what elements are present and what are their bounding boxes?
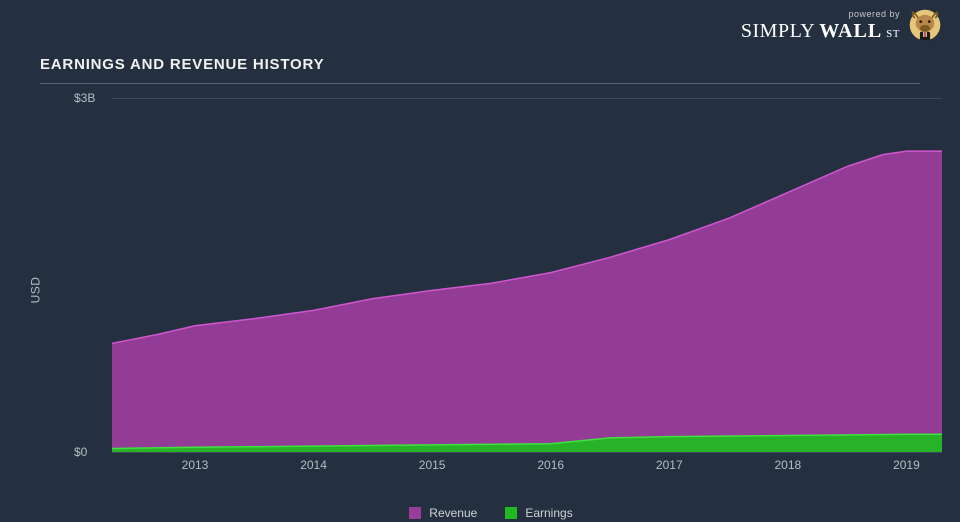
y-axis-label: USD <box>28 277 42 304</box>
chart-header: EARNINGS AND REVENUE HISTORY <box>40 56 920 84</box>
y-tick-label: $3B <box>74 91 134 105</box>
revenue-area <box>112 151 942 452</box>
earnings-revenue-chart: USD $0$3B2013201420152016201720182019 Re… <box>40 88 942 492</box>
title-divider <box>40 83 920 84</box>
x-tick-label: 2019 <box>893 458 920 472</box>
brand-simply: SIMPLY <box>741 20 815 42</box>
legend-item: Earnings <box>505 506 572 520</box>
x-tick-label: 2015 <box>419 458 446 472</box>
legend: Revenue Earnings <box>40 506 942 520</box>
chart-title: EARNINGS AND REVENUE HISTORY <box>40 56 920 73</box>
powered-by-text: powered by <box>848 10 900 19</box>
gridline <box>112 98 942 99</box>
legend-item: Revenue <box>409 506 477 520</box>
x-tick-label: 2018 <box>774 458 801 472</box>
gridline <box>112 452 942 453</box>
y-tick-label: $0 <box>74 445 134 459</box>
brand-wall: WALL <box>819 20 882 42</box>
x-tick-label: 2016 <box>537 458 564 472</box>
bull-icon <box>908 8 942 42</box>
brand-st: ST <box>886 28 900 40</box>
brand-text: powered by SIMPLY WALL ST <box>741 10 900 41</box>
brand-wordmark: SIMPLY WALL ST <box>741 21 900 41</box>
legend-label: Revenue <box>429 506 477 520</box>
brand-logo: powered by SIMPLY WALL ST <box>741 8 942 42</box>
x-tick-label: 2017 <box>656 458 683 472</box>
area-svg <box>112 98 942 452</box>
x-tick-label: 2013 <box>182 458 209 472</box>
plot-area: $0$3B2013201420152016201720182019 <box>112 98 942 452</box>
legend-swatch <box>505 507 517 519</box>
legend-label: Earnings <box>525 506 572 520</box>
legend-swatch <box>409 507 421 519</box>
x-tick-label: 2014 <box>300 458 327 472</box>
